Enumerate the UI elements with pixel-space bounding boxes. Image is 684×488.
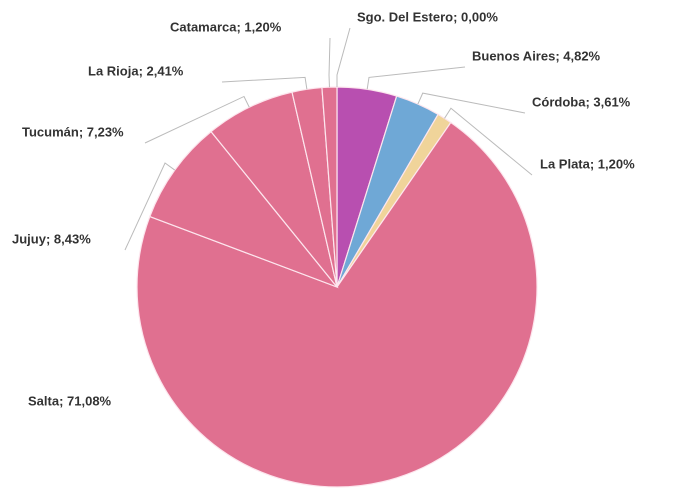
leader-line [124, 162, 176, 251]
slice-label: La Plata; 1,20%La Plata [540, 156, 635, 171]
leader-line [336, 27, 351, 87]
slice-label: La Rioja; 2,41%La Rioja [88, 63, 184, 78]
slice-label: Tucumán; 7,23%Tucumán [22, 124, 124, 139]
leader-line [366, 66, 466, 90]
slice-label: Buenos Aires; 4,82%Buenos Aires [472, 48, 601, 63]
leader-line [444, 107, 533, 176]
pie-slice: Salta [136, 121, 538, 488]
leader-line [328, 37, 331, 88]
pie-slice: Jujuy [149, 130, 339, 289]
slice-label: Salta; 71,08%Salta [28, 393, 112, 408]
slice-label: Jujuy; 8,43%Jujuy [12, 231, 91, 246]
leader-line [417, 92, 526, 114]
slice-label: Sgo. Del Estero; 0,00%Sgo. Del Estero [357, 9, 498, 24]
leader-line [144, 95, 250, 144]
slice-label: Catamarca; 1,20%Catamarca [170, 19, 282, 34]
leader-line [221, 76, 308, 90]
slice-label: Córdoba; 3,61%Córdoba [532, 94, 631, 109]
